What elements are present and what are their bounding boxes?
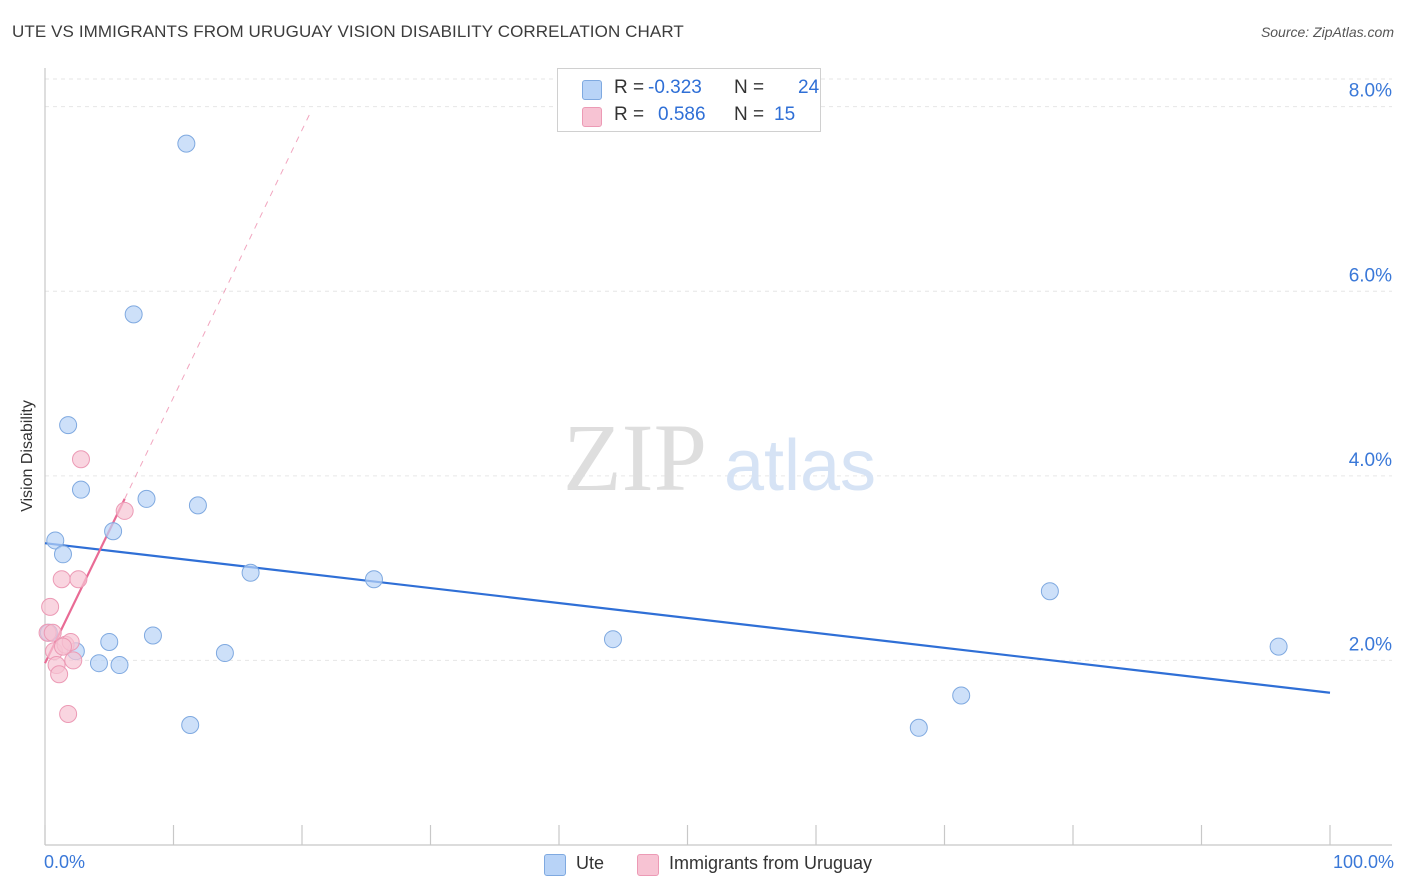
bottom-legend-swatch-uruguay — [637, 854, 659, 876]
ute-point — [909, 718, 928, 737]
axes — [44, 68, 1392, 846]
legend-r-value: 0.586 — [658, 104, 706, 125]
ute-point — [53, 545, 72, 564]
ute-point — [177, 134, 196, 153]
legend-swatch-uruguay — [582, 107, 602, 127]
legend-r-value: -0.323 — [648, 77, 702, 98]
ute-point — [181, 716, 200, 735]
bottom-legend-swatch-ute — [544, 854, 566, 876]
y-tick-label: 4.0% — [1349, 450, 1392, 471]
uruguay-point — [115, 501, 134, 520]
ute-point — [364, 570, 383, 589]
ute-point — [71, 480, 90, 499]
ute-point — [100, 632, 119, 651]
ute-point — [46, 531, 65, 550]
chart-title: UTE VS IMMIGRANTS FROM URUGUAY VISION DI… — [12, 22, 684, 41]
ute-point — [59, 416, 78, 435]
bottom-legend-label-uruguay: Immigrants from Uruguay — [669, 853, 873, 873]
ute-point — [188, 496, 207, 515]
ute-point — [110, 656, 129, 675]
uruguay-point — [41, 597, 60, 616]
legend-r-label: R = — [614, 104, 645, 125]
x-tick-max: 100.0% — [1332, 852, 1394, 872]
uruguay-point — [43, 623, 62, 642]
y-tick-label: 6.0% — [1349, 265, 1392, 286]
x-tick-min: 0.0% — [44, 852, 86, 872]
uruguay-point — [64, 651, 83, 670]
watermark-atlas: atlas — [724, 426, 876, 506]
watermark-zip: ZIP — [563, 404, 707, 511]
ute-point — [1040, 582, 1059, 601]
ute-point — [143, 626, 162, 645]
uruguay-point — [71, 450, 90, 469]
legend-n-value: 24 — [798, 77, 820, 98]
legend-n-label: N = — [734, 77, 765, 98]
legend-n-label: N = — [734, 104, 765, 125]
correlation-legend: R = -0.323 N = 24 R = 0.586 N = 15 — [557, 68, 821, 132]
ute-point — [89, 654, 108, 673]
ute-point — [603, 630, 622, 649]
y-tick-labels: 2.0% 4.0% 6.0% 8.0% — [1349, 81, 1392, 656]
ute-point — [104, 522, 123, 541]
legend-swatch-ute — [582, 80, 602, 100]
uruguay-point — [50, 665, 69, 684]
ute-point — [241, 563, 260, 582]
legend-r-label: R = — [614, 77, 645, 98]
trend-line-0 — [44, 542, 1331, 694]
source-label: Source: ZipAtlas.com — [1260, 24, 1394, 40]
ute-point — [1269, 637, 1288, 656]
ute-point — [124, 305, 143, 324]
legend-n-value: 15 — [774, 104, 796, 125]
watermark: ZIP atlas — [563, 404, 876, 511]
uruguay-point — [52, 570, 71, 589]
ute-point — [952, 686, 971, 705]
bottom-legend-label-ute: Ute — [576, 853, 605, 873]
y-tick-label: 8.0% — [1349, 81, 1392, 102]
ute-point — [215, 644, 234, 663]
trend-line-extension-1 — [124, 111, 312, 500]
y-tick-label: 2.0% — [1349, 634, 1392, 655]
uruguay-point — [69, 570, 88, 589]
data-points — [38, 134, 1288, 737]
trend-lines — [44, 111, 1331, 694]
uruguay-point — [59, 704, 78, 723]
uruguay-point — [53, 637, 72, 656]
ute-point — [137, 489, 156, 508]
